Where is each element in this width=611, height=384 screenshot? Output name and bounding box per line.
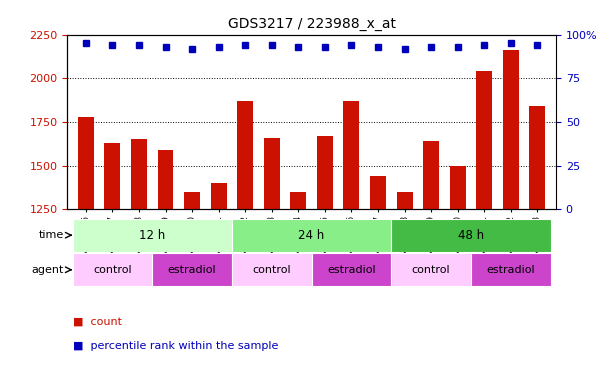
Bar xyxy=(232,219,391,252)
Title: GDS3217 / 223988_x_at: GDS3217 / 223988_x_at xyxy=(228,17,395,31)
Bar xyxy=(152,253,232,286)
Bar xyxy=(211,183,227,384)
Text: ■  percentile rank within the sample: ■ percentile rank within the sample xyxy=(73,341,279,351)
Bar xyxy=(391,219,551,252)
Text: agent: agent xyxy=(32,265,64,275)
Text: 24 h: 24 h xyxy=(299,229,324,242)
Bar xyxy=(158,150,174,384)
Bar xyxy=(290,192,306,384)
Bar xyxy=(264,137,280,384)
Text: ■  count: ■ count xyxy=(73,316,122,326)
Text: control: control xyxy=(93,265,132,275)
Bar xyxy=(184,192,200,384)
Bar xyxy=(477,71,492,384)
Bar xyxy=(370,176,386,384)
Text: 12 h: 12 h xyxy=(139,229,166,242)
Bar xyxy=(104,143,120,384)
Bar xyxy=(78,117,93,384)
Bar xyxy=(530,106,546,384)
Bar xyxy=(450,166,466,384)
Bar xyxy=(343,101,359,384)
Bar xyxy=(232,253,312,286)
Text: time: time xyxy=(39,230,64,240)
Bar xyxy=(73,219,232,252)
Text: estradiol: estradiol xyxy=(168,265,216,275)
Bar xyxy=(397,192,412,384)
Text: control: control xyxy=(252,265,291,275)
Bar xyxy=(131,139,147,384)
Text: estradiol: estradiol xyxy=(327,265,376,275)
Bar xyxy=(312,253,391,286)
Bar xyxy=(471,253,551,286)
Text: estradiol: estradiol xyxy=(486,265,535,275)
Bar xyxy=(237,101,253,384)
Bar xyxy=(73,253,152,286)
Bar xyxy=(317,136,333,384)
Bar xyxy=(423,141,439,384)
Text: control: control xyxy=(412,265,450,275)
Bar xyxy=(503,50,519,384)
Text: 48 h: 48 h xyxy=(458,229,484,242)
Bar xyxy=(391,253,471,286)
